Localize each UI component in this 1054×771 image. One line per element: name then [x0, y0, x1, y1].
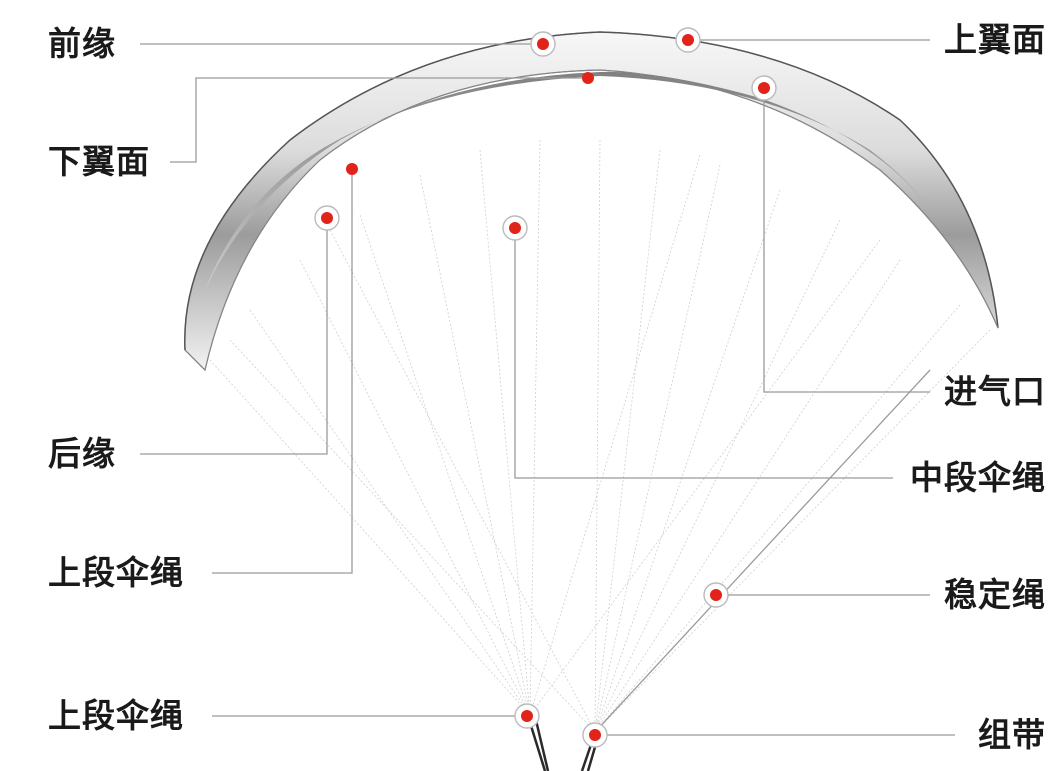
label-air-intake: 进气口: [944, 372, 1046, 411]
leader-stabilizer-line-2: [594, 369, 931, 733]
marker-trailing-edge: [314, 205, 340, 231]
label-middle-lines: 中段伞绳: [910, 458, 1046, 497]
label-upper-lines: 上段伞绳: [48, 553, 184, 592]
leader-lower-surface: [170, 77, 588, 163]
marker-lower-surface: [582, 72, 594, 84]
suspension-lines: [209, 139, 991, 733]
marker-stabilizer-line: [703, 582, 729, 608]
marker-upper-surface: [675, 27, 701, 53]
label-leading-edge: 前缘: [48, 24, 116, 63]
label-riser: 组带: [978, 715, 1046, 754]
marker-upper-lines: [346, 163, 358, 175]
marker-middle-lines: [502, 215, 528, 241]
label-lower-lines: 上段伞绳: [48, 696, 184, 735]
label-lower-surface: 下翼面: [48, 142, 150, 181]
marker-air-intake: [751, 75, 777, 101]
leader-upper-lines: [212, 169, 353, 574]
marker-riser: [582, 722, 608, 748]
marker-lower-lines: [514, 703, 540, 729]
leader-lines: [140, 39, 955, 736]
label-stabilizer-line: 稳定绳: [944, 575, 1046, 614]
label-trailing-edge: 后缘: [48, 434, 116, 473]
leader-trailing-edge: [140, 218, 328, 455]
leader-middle-lines: [514, 228, 893, 479]
label-upper-surface: 上翼面: [944, 20, 1046, 59]
marker-leading-edge: [530, 31, 556, 57]
canopy: [184, 31, 999, 372]
leader-air-intake: [763, 88, 930, 393]
markers: [314, 27, 777, 748]
